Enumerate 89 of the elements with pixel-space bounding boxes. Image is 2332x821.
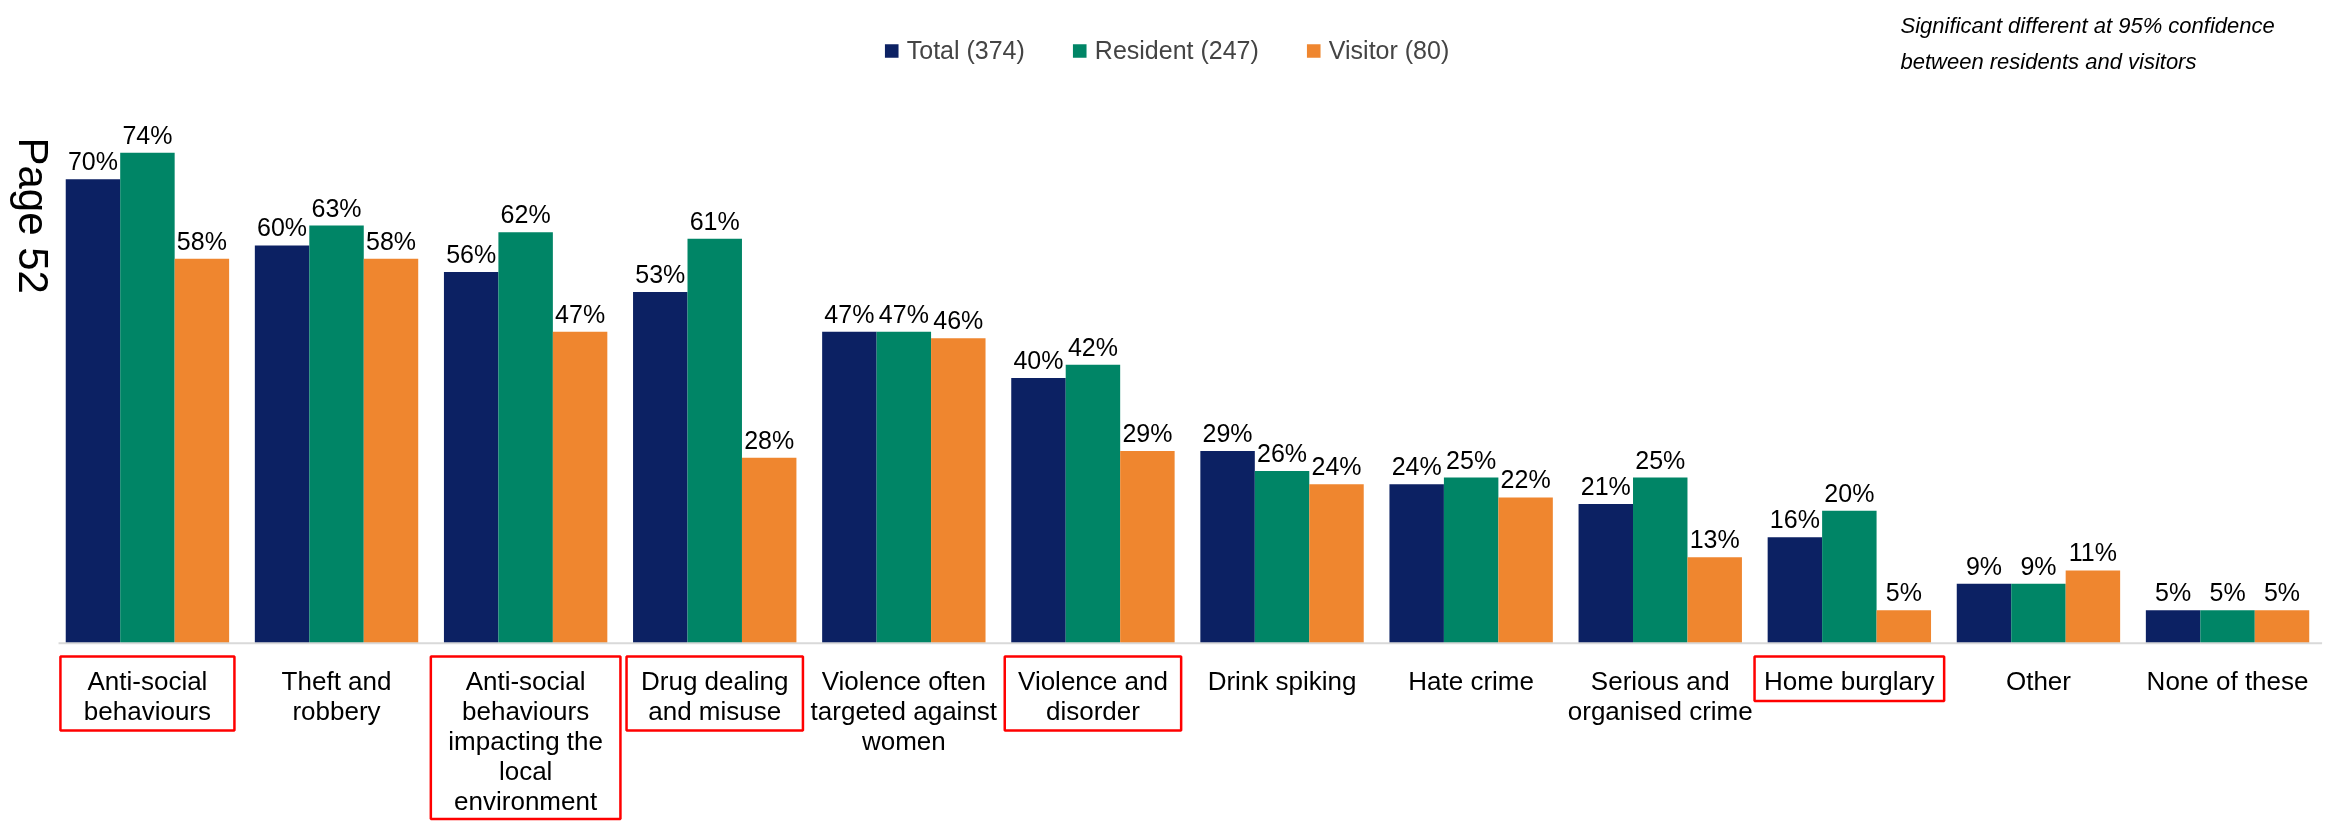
data-label: 9% (2020, 551, 2057, 580)
data-label: 5% (2263, 578, 2301, 607)
data-label: 25% (1635, 445, 1686, 474)
x-tick-label: Home burglary (1764, 665, 1935, 696)
x-tick-label: Hate crime (1408, 665, 1534, 696)
data-label: 28% (744, 425, 795, 454)
legend-label: Visitor (80) (1328, 36, 1450, 65)
x-tick-label: Anti-social behaviours impacting the local environment (448, 665, 603, 816)
bar (1065, 364, 1121, 644)
text: Page 52 (10, 137, 57, 294)
bar (1633, 477, 1688, 644)
text: Significant different at 95% confidence between residents and visitors (1900, 12, 2275, 74)
bar (822, 331, 877, 644)
data-label: 24% (1391, 452, 1442, 481)
bar (1578, 504, 1634, 644)
data-label: 9% (1965, 551, 2003, 580)
bar (443, 272, 499, 644)
data-label: 22% (1500, 465, 1551, 494)
data-label: 53% (635, 259, 686, 288)
data-label: 60% (257, 213, 308, 242)
bar (309, 225, 364, 644)
legend-label: Resident (247) (1094, 36, 1259, 65)
bar (1498, 497, 1553, 644)
bar (1767, 537, 1823, 644)
data-label: 56% (446, 240, 497, 268)
bar (1309, 484, 1364, 644)
bar (1876, 610, 1932, 644)
data-label: 24% (1311, 452, 1362, 481)
data-label: 47% (824, 299, 875, 328)
bar (1120, 451, 1175, 644)
bar (552, 331, 608, 644)
bar (931, 338, 986, 644)
bar (2011, 583, 2066, 644)
data-label: 58% (365, 226, 417, 255)
data-label: 11% (2068, 538, 2118, 567)
data-label: 5% (2155, 578, 2192, 607)
bar (1254, 470, 1310, 644)
bar (2254, 610, 2310, 644)
bar (633, 291, 688, 644)
bar (1956, 583, 2012, 644)
legend-label: Total (374) (906, 36, 1025, 65)
bar (120, 152, 175, 644)
bar (498, 232, 553, 644)
bar (254, 245, 310, 644)
data-label: 25% (1446, 445, 1497, 474)
bar (741, 457, 797, 644)
bar (2200, 610, 2255, 644)
bar (1389, 484, 1444, 644)
data-label: 46% (933, 306, 984, 335)
data-label: 47% (878, 299, 929, 328)
x-tick-label: Theft and robbery (281, 665, 392, 726)
data-label: 61% (689, 206, 740, 235)
data-label: 26% (1257, 438, 1308, 467)
bar (2145, 610, 2201, 644)
data-label: 63% (311, 193, 362, 222)
data-label: 20% (1824, 478, 1875, 507)
x-tick-label: Serious and organised crime (1567, 665, 1753, 726)
data-label: 16% (1769, 505, 1820, 534)
x-tick-label: Drug dealing and misuse (641, 665, 789, 726)
bar (2065, 570, 2121, 644)
data-label: 70% (67, 147, 118, 176)
data-label: 47% (555, 299, 606, 328)
data-label: 5% (2209, 578, 2246, 607)
data-label: 40% (1013, 346, 1064, 375)
data-label: 58% (176, 226, 227, 255)
data-label: 29% (1202, 419, 1253, 448)
bar (65, 179, 121, 644)
data-label: 42% (1067, 332, 1118, 361)
x-tick-label: Violence and disorder (1018, 665, 1168, 726)
x-tick-label: None of these (2146, 665, 2309, 696)
bar (1011, 378, 1066, 644)
bar (174, 258, 230, 644)
bar (876, 331, 932, 644)
data-label: 13% (1689, 525, 1740, 554)
bar (1443, 477, 1499, 644)
x-tick-label: Violence often targeted against women (810, 665, 998, 756)
data-label: 74% (122, 120, 173, 149)
x-tick-label: Drink spiking (1207, 665, 1357, 696)
x-tick-label: Anti-social behaviours (83, 665, 212, 726)
data-label: 21% (1580, 472, 1631, 501)
bar (1200, 451, 1255, 644)
data-label: 29% (1122, 419, 1173, 448)
bar (363, 258, 419, 644)
x-tick-label: Other (2005, 665, 2072, 696)
data-label: 62% (500, 200, 551, 229)
bar (1687, 557, 1742, 644)
bar (687, 238, 742, 644)
bar (1822, 510, 1877, 644)
data-label: 5% (1885, 578, 1922, 607)
